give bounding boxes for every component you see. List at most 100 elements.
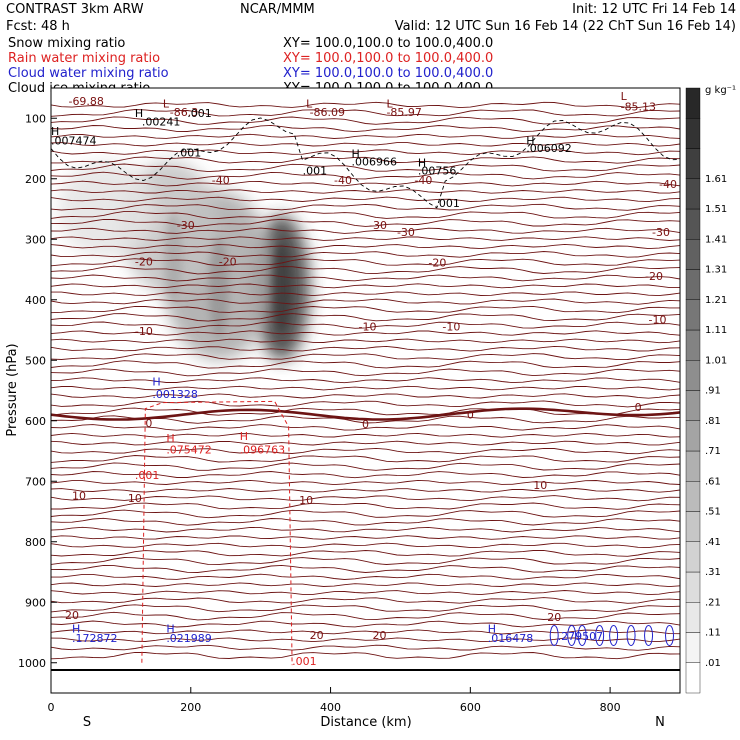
contour-line — [51, 495, 680, 502]
contour-line — [51, 236, 680, 241]
contour-line — [51, 440, 680, 446]
contour-label: 10 — [72, 489, 86, 502]
y-tick-label: 100 — [25, 112, 46, 125]
axes: 0 200 400 600 800100200300400500600700800900… — [18, 112, 621, 714]
contour-label: -40 — [659, 178, 677, 191]
y-tick-label: 800 — [25, 536, 46, 549]
contour-label: .001 — [177, 146, 202, 159]
contour-label: H — [135, 107, 143, 120]
contour-line — [51, 353, 680, 361]
contour-label: 0 — [635, 401, 642, 414]
valid-time: Valid: 12 UTC Sun 16 Feb 14 (22 ChT Sun … — [395, 19, 736, 34]
contour-label: .006092 — [526, 142, 572, 155]
contour-line — [51, 180, 680, 187]
colorbar-swatch — [685, 148, 701, 179]
y-tick-label: 400 — [25, 294, 46, 307]
colorbar-label: .81 — [705, 416, 721, 427]
contour-label: -40 — [414, 174, 432, 187]
contour-label: 0 — [362, 418, 369, 431]
contour-label: 10 — [128, 492, 142, 505]
colorbar-label: .71 — [705, 446, 721, 457]
contour-label: -10 — [135, 325, 153, 338]
y-tick-label: 300 — [25, 233, 46, 246]
contour-line — [51, 368, 680, 377]
field-name: Snow mixing ratio — [8, 36, 125, 51]
contour-line — [51, 227, 680, 234]
contour-line — [51, 432, 680, 438]
field-xy: XY= 100.0,100.0 to 100.0,400.0 — [283, 66, 493, 81]
low-marker: L — [621, 90, 628, 103]
contour-label: -85.97 — [386, 106, 421, 119]
contour-label: H — [240, 430, 248, 443]
contour-label: .075472 — [166, 443, 212, 456]
colorbar-swatch — [685, 178, 701, 210]
contour-label: .001 — [135, 469, 160, 482]
colorbar-label: 1.11 — [705, 325, 727, 336]
colorbar-label: .01 — [705, 658, 721, 669]
contour-label: -30 — [397, 226, 415, 239]
contour-label: .172872 — [72, 632, 118, 645]
contour-line — [51, 283, 680, 289]
cloud-water-contour — [644, 625, 654, 647]
colorbar-label: .51 — [705, 507, 721, 518]
contour-label: H — [352, 148, 360, 161]
plot-frame — [50, 87, 681, 694]
contour-label: .001328 — [152, 388, 198, 401]
forecast-hour: Fcst: 48 h — [6, 19, 70, 34]
contour-label: H — [418, 157, 426, 170]
contour-line — [51, 133, 680, 139]
contour-line — [51, 502, 680, 510]
contour-line — [51, 265, 680, 275]
contour-label: 20 — [65, 609, 79, 622]
contour-label: 10 — [533, 479, 547, 492]
rain-water-contour — [141, 400, 293, 666]
contour-line — [51, 218, 680, 227]
contour-line — [51, 447, 680, 455]
cloud-ice-contour — [51, 117, 680, 209]
contour-line — [51, 424, 680, 431]
cloud-water-contour — [577, 625, 587, 647]
colorbar-label: .11 — [705, 628, 721, 639]
contour-label: 20 — [372, 629, 386, 642]
contour-line — [51, 291, 680, 297]
field-name: Rain water mixing ratio — [8, 51, 160, 66]
contour-label: -40 — [334, 174, 352, 187]
field-xy: XY= 100.0,100.0 to 100.0,400.0 — [283, 51, 493, 66]
colorbar-swatch — [685, 662, 701, 694]
contour-label: .00241 — [142, 116, 181, 129]
contour-label: .279507 — [558, 630, 604, 643]
model-title: CONTRAST 3km ARW — [6, 2, 144, 17]
contour-label: .021989 — [166, 632, 212, 645]
contour-label: -30 — [369, 219, 387, 232]
contour-line — [51, 298, 680, 305]
contour-line — [51, 542, 680, 549]
contour-label: 0 — [145, 417, 152, 430]
cloud-water-contour — [567, 625, 577, 647]
contour-label: H — [152, 376, 160, 389]
contour-line — [51, 189, 680, 194]
contour-line — [51, 116, 680, 125]
contour-line — [51, 400, 680, 408]
colorbar-label: 1.41 — [705, 234, 727, 245]
y-tick-label: 1000 — [18, 657, 46, 670]
colorbar-swatch — [685, 541, 701, 573]
contour-line — [51, 171, 680, 180]
colorbar-swatch — [685, 208, 701, 240]
contour-line — [51, 313, 680, 322]
contour-line — [51, 604, 680, 613]
freezing-level-contour — [51, 407, 680, 421]
x-tick-label: 400 — [320, 701, 341, 714]
x-tick-label: 200 — [180, 701, 201, 714]
contour-line — [51, 509, 680, 519]
contour-line — [51, 330, 680, 336]
contour-label: -30 — [177, 219, 195, 232]
contour-line — [51, 243, 680, 250]
colorbar-swatch — [685, 360, 701, 391]
contour-line — [51, 564, 680, 573]
contour-label: H — [526, 134, 534, 147]
temperature-contours — [51, 101, 680, 672]
x-tick-label: 600 — [460, 701, 481, 714]
colorbar-label: .61 — [705, 476, 721, 487]
x-end-label-north: N — [655, 715, 665, 730]
field-xy: XY= 100.0,100.0 to 100.0,400.0 — [283, 36, 493, 51]
